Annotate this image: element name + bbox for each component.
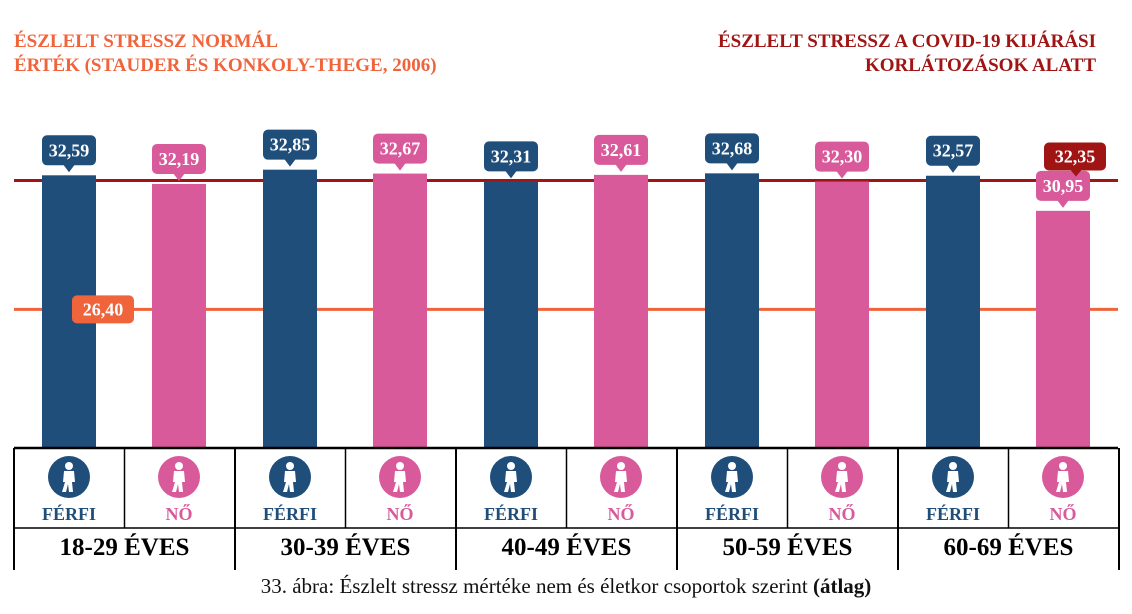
- data-label-pointer-male-1: [63, 164, 75, 173]
- data-label-box-female-4: [815, 141, 869, 172]
- legend-normal-line2: ÉRTÉK (STAUDER ÉS KONKOLY-THEGE, 2006): [14, 55, 437, 76]
- legend-normal-line1: ÉSZLELT STRESSZ NORMÁL: [14, 31, 279, 52]
- age-group-label-5: 60-69 ÉVES: [944, 533, 1074, 561]
- caption-bold: (átlag): [812, 574, 872, 598]
- bar-female-2: [373, 173, 427, 448]
- person-walking-icon-body: [504, 471, 517, 492]
- woman-shopping-icon-head: [396, 462, 404, 470]
- person-standing-icon-head: [728, 462, 736, 470]
- reference-value-normal: 26,40: [83, 299, 124, 319]
- bar-female-4: [815, 181, 869, 448]
- woman-standing-icon-body: [835, 471, 848, 492]
- data-label-female-3: 32,61: [601, 140, 642, 160]
- data-label-box-male-4: [705, 133, 759, 164]
- legend-covid-line2: KORLÁTOZÁSOK ALATT: [864, 55, 1096, 76]
- elderly-woman-cane-icon-body: [1056, 471, 1069, 492]
- data-label-female-5: 30,95: [1043, 176, 1084, 196]
- gender-label-female-5: NŐ: [1050, 503, 1077, 524]
- bar-chart: 32,59 32,19 32,85 32,67 32,31 32,61 32,68 32,30…: [13, 129, 1120, 570]
- data-label-pointer-male-2: [284, 158, 296, 167]
- woman-graduate-icon-body: [172, 471, 185, 492]
- reference-badge-covid-pointer: [1070, 169, 1082, 177]
- age-group-label-3: 40-49 ÉVES: [502, 533, 632, 561]
- gender-label-male-2: FÉRFI: [263, 503, 317, 524]
- age-group-label-2: 30-39 ÉVES: [281, 533, 411, 561]
- gender-label-male-4: FÉRFI: [705, 503, 759, 524]
- data-label-box-male-5: [926, 135, 980, 166]
- reference-badge-covid: [1044, 142, 1106, 171]
- legend-normal-value: ÉSZLELT STRESSZ NORMÁL ÉRTÉK (STAUDER ÉS…: [14, 30, 437, 78]
- data-label-pointer-female-2: [394, 162, 406, 171]
- data-label-pointer-female-1: [173, 172, 185, 181]
- data-label-male-3: 32,31: [491, 146, 532, 166]
- data-label-pointer-female-3: [615, 163, 627, 172]
- woman-graduate-icon-head: [175, 462, 183, 470]
- caption-text: 33. ábra: Észlelt stressz mértéke nem és…: [260, 574, 808, 598]
- data-label-male-1: 32,59: [49, 140, 90, 160]
- person-standing-icon-body: [725, 471, 738, 492]
- bar-male-2: [263, 169, 317, 448]
- bar-female-1: [152, 183, 206, 449]
- elderly-cane-icon-body: [946, 471, 959, 492]
- age-group-label-4: 50-59 ÉVES: [723, 533, 853, 561]
- data-label-female-1: 32,19: [159, 149, 200, 169]
- person-backpack-icon-head: [286, 462, 294, 470]
- data-label-male-4: 32,68: [712, 138, 753, 158]
- bar-male-4: [705, 173, 759, 448]
- bar-female-3: [594, 174, 648, 449]
- woman-standing-icon-head: [838, 462, 846, 470]
- data-label-female-4: 32,30: [822, 147, 863, 167]
- reference-badge-normal: [72, 295, 134, 324]
- bar-male-3: [484, 181, 538, 448]
- gender-label-female-2: NŐ: [387, 503, 414, 524]
- gender-label-female-3: NŐ: [608, 503, 635, 524]
- data-label-box-male-1: [42, 135, 96, 166]
- data-label-pointer-female-4: [836, 170, 848, 179]
- gender-label-male-5: FÉRFI: [926, 503, 980, 524]
- legend-covid-line1: ÉSZLELT STRESSZ A COVID-19 KIJÁRÁSI: [717, 31, 1096, 52]
- data-label-box-male-2: [263, 129, 317, 160]
- bar-female-5: [1036, 210, 1090, 448]
- elderly-cane-icon-head: [949, 462, 957, 470]
- data-label-box-male-3: [484, 141, 538, 172]
- data-label-pointer-male-5: [947, 164, 959, 173]
- woman-walking-icon-body: [614, 471, 627, 492]
- data-label-female-2: 32,67: [380, 139, 421, 159]
- age-group-label-1: 18-29 ÉVES: [60, 533, 190, 561]
- data-label-male-2: 32,85: [270, 135, 311, 155]
- data-label-pointer-male-3: [505, 170, 517, 179]
- data-label-box-female-5: [1036, 170, 1090, 201]
- data-label-pointer-female-5: [1057, 199, 1069, 208]
- data-label-box-female-2: [373, 133, 427, 164]
- elderly-woman-cane-icon-head: [1059, 462, 1067, 470]
- person-backpack-icon-body: [283, 471, 296, 492]
- data-label-box-female-3: [594, 134, 648, 165]
- legend-covid-value: ÉSZLELT STRESSZ A COVID-19 KIJÁRÁSI KORL…: [718, 30, 1096, 78]
- figure-caption: 33. ábra: Észlelt stressz mértéke nem és…: [0, 574, 1132, 599]
- person-graduate-icon-body: [62, 471, 75, 492]
- bar-male-5: [926, 175, 980, 449]
- person-walking-icon-head: [507, 462, 515, 470]
- data-label-pointer-male-4: [726, 162, 738, 171]
- woman-walking-icon-head: [617, 462, 625, 470]
- gender-label-female-1: NŐ: [166, 503, 193, 524]
- reference-value-covid: 32,35: [1055, 147, 1096, 167]
- woman-shopping-icon-body: [393, 471, 406, 492]
- gender-label-female-4: NŐ: [829, 503, 856, 524]
- data-label-male-5: 32,57: [933, 141, 974, 161]
- data-label-box-female-1: [152, 143, 206, 174]
- person-graduate-icon-head: [65, 462, 73, 470]
- gender-label-male-3: FÉRFI: [484, 503, 538, 524]
- gender-label-male-1: FÉRFI: [42, 503, 96, 524]
